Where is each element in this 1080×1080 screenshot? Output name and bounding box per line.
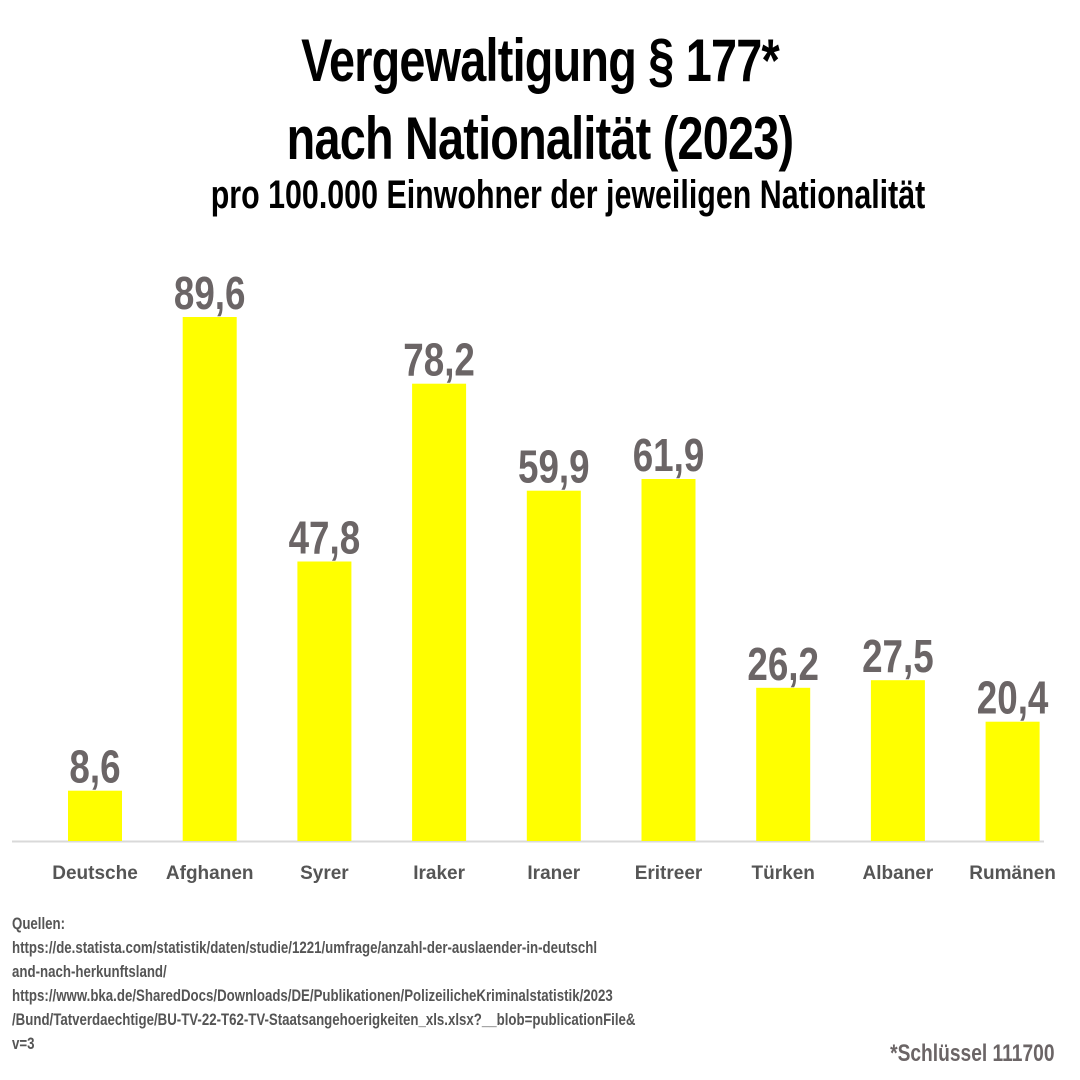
value-label-3: 78,2 (403, 334, 475, 386)
category-label-6: Türken (752, 863, 815, 884)
value-label-6: 26,2 (747, 638, 819, 690)
bar-1 (182, 317, 237, 841)
category-label-4: Iraner (527, 863, 580, 884)
source-line-4: /Bund/Tatverdaechtige/BU-TV-22-T62-TV-St… (12, 1010, 636, 1029)
bar-7 (870, 680, 925, 841)
category-label-7: Albaner (863, 863, 934, 884)
bar-8 (985, 721, 1040, 841)
value-label-0: 8,6 (69, 741, 120, 793)
bar-0 (68, 790, 122, 841)
bar-3 (412, 383, 467, 841)
value-label-5: 61,9 (633, 429, 705, 481)
bar-2 (297, 561, 352, 841)
category-label-5: Eritreer (635, 863, 703, 884)
bar-5 (641, 479, 696, 841)
source-line-5: v=3 (12, 1034, 35, 1053)
chart-subtitle: pro 100.000 Einwohner der jeweiligen Nat… (210, 173, 926, 217)
sources-heading: Quellen: (12, 914, 66, 933)
category-label-3: Iraker (413, 863, 465, 884)
category-label-8: Rumänen (969, 863, 1056, 884)
source-line-2: and-nach-herkunftsland/ (12, 962, 167, 981)
category-label-2: Syrer (300, 863, 349, 884)
sources-block: Quellen: https://de.statista.com/statist… (12, 912, 667, 1056)
value-label-4: 59,9 (518, 441, 590, 493)
value-label-8: 20,4 (977, 672, 1049, 724)
chart-title-line-2: nach Nationalität (2023) (286, 105, 794, 172)
source-line-1: https://de.statista.com/statistik/daten/… (12, 938, 598, 957)
footnote: *Schlüssel 111700 (889, 1040, 1054, 1067)
chart-title-line-1: Vergewaltigung § 177* (301, 27, 780, 94)
bar-6 (756, 687, 811, 841)
category-label-0: Deutsche (52, 863, 138, 884)
category-label-1: Afghanen (166, 863, 254, 884)
value-label-2: 47,8 (289, 512, 361, 564)
source-line-3: https://www.bka.de/SharedDocs/Downloads/… (12, 986, 613, 1005)
value-label-7: 27,5 (862, 630, 934, 682)
bar-4 (526, 490, 581, 841)
value-label-1: 89,6 (174, 267, 246, 319)
